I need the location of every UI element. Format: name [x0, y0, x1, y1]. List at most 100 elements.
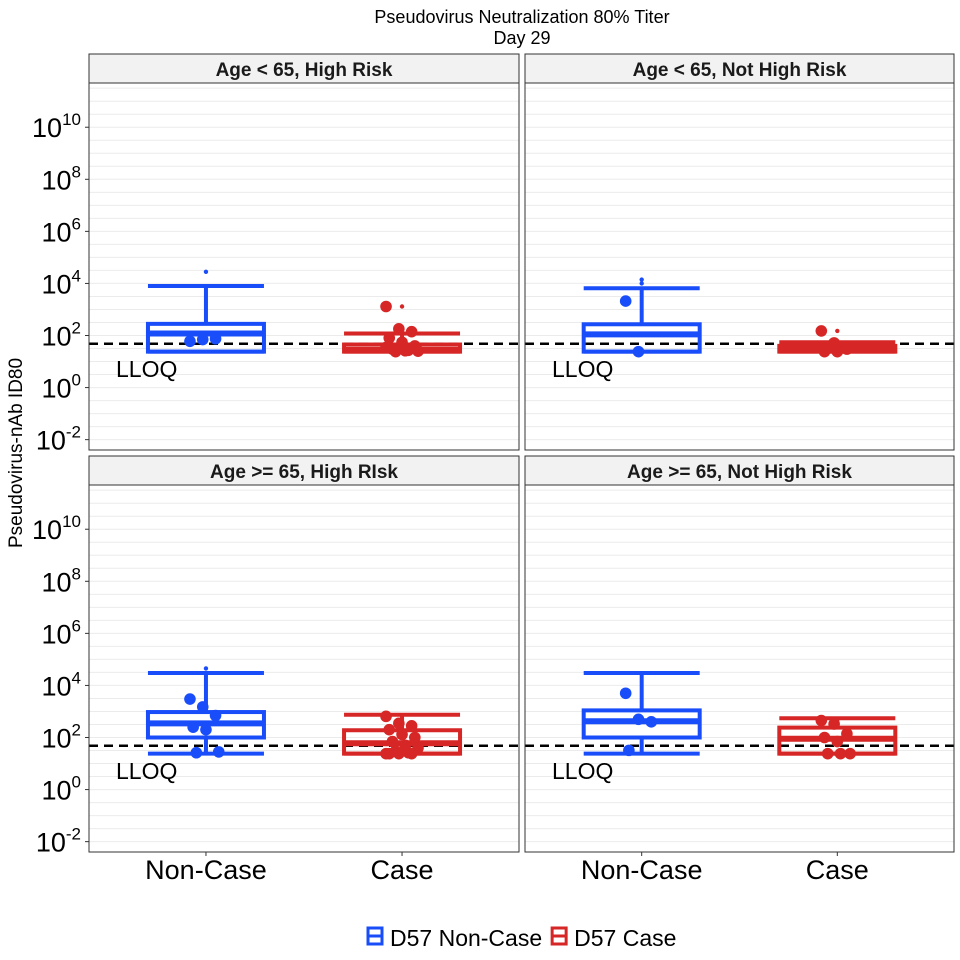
data-point [383, 723, 396, 736]
gridlines [89, 87, 519, 441]
data-point [831, 345, 844, 358]
legend-key [366, 926, 384, 946]
data-point [412, 345, 424, 357]
data-point [380, 300, 392, 313]
data-point [841, 343, 853, 355]
y-tick-label: 106 [41, 616, 81, 649]
y-tick-label: 1010 [32, 110, 81, 143]
data-point [632, 713, 645, 726]
gridlines [525, 489, 954, 843]
data-point [389, 345, 402, 358]
outlier-point [203, 666, 209, 671]
legend-label: D57 Case [574, 925, 676, 951]
panel-border [524, 484, 955, 853]
x-category-label: Case [371, 855, 434, 885]
lloq-label: LLOQ [552, 758, 613, 784]
data-point [209, 332, 222, 345]
data-point [393, 717, 405, 730]
facet-panel: Age >= 65, Not High Risk LLOQ Non-Case Case [524, 455, 955, 885]
facet-strip [524, 53, 955, 84]
data-point [841, 727, 853, 740]
data-point [184, 693, 196, 705]
data-point [383, 332, 396, 344]
data-point [645, 716, 658, 728]
facet-panel: Age >= 65, High RIsk LLOQ 10-2 100 102 104 106… [32, 455, 520, 885]
facet-strip [524, 455, 955, 486]
chart-title: Pseudovirus Neutralization 80% Titer [374, 7, 669, 27]
data-point [828, 337, 840, 349]
data-point [393, 747, 405, 760]
y-axis-label: Pseudovirus-nAb ID80 [6, 358, 27, 548]
facet-strip [88, 53, 520, 84]
data-point [393, 323, 405, 335]
data-point [383, 747, 396, 760]
outlier-point [203, 269, 209, 274]
lloq-label: LLOQ [116, 356, 177, 382]
facet-panel: Age < 65, Not High Risk LLOQ [524, 53, 955, 451]
data-point [831, 735, 844, 748]
data-point [187, 721, 199, 733]
data-point [405, 325, 418, 338]
box-non-case [581, 671, 702, 757]
facet-strip-label: Age < 65, High Risk [216, 60, 393, 81]
data-point [196, 701, 209, 713]
y-tick-label: 10-2 [36, 423, 81, 456]
data-point [632, 345, 645, 358]
outlier-point [399, 304, 405, 309]
gridlines [525, 87, 954, 441]
outlier-point [639, 281, 644, 286]
y-tick-label: 102 [41, 721, 81, 754]
data-point [184, 335, 196, 348]
data-point [619, 687, 632, 700]
chart-subtitle: Day 29 [493, 28, 550, 48]
data-point [402, 344, 415, 357]
data-point [619, 295, 632, 307]
outlier-point [835, 328, 840, 334]
data-point [190, 746, 203, 759]
y-tick-label: 1010 [32, 512, 81, 545]
data-point [196, 333, 209, 346]
x-category-label: Case [806, 855, 869, 885]
data-point [386, 735, 399, 748]
data-point [212, 746, 225, 758]
data-point [834, 747, 847, 760]
data-point [409, 731, 421, 744]
panel-border [88, 484, 520, 853]
data-point [818, 731, 831, 744]
box-case [777, 325, 898, 358]
legend-key [550, 926, 568, 946]
data-point [380, 341, 392, 354]
y-tick-label: 102 [41, 319, 81, 352]
facet-panels: Age < 65, High Risk LLOQ 10-2 100 102 104 106 1… [32, 53, 955, 885]
box-case [342, 710, 463, 760]
box-non-case [145, 269, 266, 354]
box-non-case [581, 277, 702, 358]
data-point [396, 728, 408, 741]
y-tick-label: 100 [41, 371, 81, 404]
facet-strip-label: Age < 65, Not High Risk [633, 60, 847, 81]
panel-border [524, 82, 955, 451]
data-point [405, 720, 418, 732]
data-point [815, 325, 828, 337]
x-category-label: Non-Case [581, 855, 703, 885]
data-point [821, 747, 834, 760]
facet-strip-label: Age >= 65, Not High Risk [627, 462, 852, 483]
data-point [405, 747, 418, 760]
facet-panel: Age < 65, High Risk LLOQ 10-2 100 102 104 106 1… [32, 53, 520, 456]
data-point [623, 744, 635, 757]
data-point [200, 723, 212, 736]
facet-strip [88, 455, 520, 486]
legend: D57 Non-Case D57 Case [366, 925, 676, 951]
y-tick-label: 104 [41, 266, 81, 299]
lloq-label: LLOQ [552, 356, 613, 382]
box-non-case [145, 666, 266, 759]
data-point [209, 709, 222, 722]
data-point [828, 718, 840, 730]
data-point [818, 345, 831, 358]
y-tick-label: 106 [41, 214, 81, 247]
y-tick-label: 108 [41, 564, 81, 597]
gridlines [89, 489, 519, 843]
outlier-point [639, 277, 644, 282]
facet-strip-label: Age >= 65, High RIsk [210, 462, 398, 483]
